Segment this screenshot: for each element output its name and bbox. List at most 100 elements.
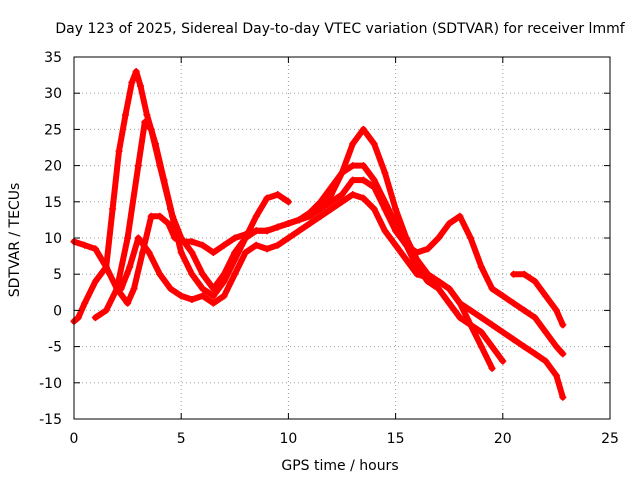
data-point bbox=[295, 216, 303, 224]
y-tick-label: -15 bbox=[39, 412, 62, 428]
data-point bbox=[317, 212, 325, 220]
data-point bbox=[477, 328, 485, 336]
data-point bbox=[392, 241, 400, 249]
data-point bbox=[91, 314, 99, 322]
data-point bbox=[370, 183, 378, 191]
data-point bbox=[520, 306, 528, 314]
y-tick-label: 15 bbox=[44, 195, 62, 211]
series-series-3 bbox=[91, 118, 567, 358]
data-point bbox=[559, 350, 567, 358]
y-tick-label: -10 bbox=[39, 376, 62, 392]
data-point bbox=[499, 357, 507, 365]
data-point bbox=[130, 285, 138, 293]
data-point bbox=[413, 256, 421, 264]
series-trace bbox=[71, 68, 566, 401]
data-point bbox=[552, 372, 560, 380]
data-point bbox=[91, 245, 99, 253]
data-point bbox=[188, 248, 196, 256]
data-point bbox=[552, 343, 560, 351]
data-point bbox=[488, 343, 496, 351]
data-point bbox=[220, 241, 228, 249]
data-point bbox=[434, 277, 442, 285]
data-point bbox=[147, 125, 155, 133]
data-point bbox=[143, 111, 151, 119]
data-point bbox=[81, 299, 89, 307]
data-point bbox=[424, 245, 432, 253]
data-point bbox=[445, 299, 453, 307]
data-point bbox=[102, 306, 110, 314]
data-point bbox=[381, 205, 389, 213]
gridlines bbox=[74, 57, 610, 419]
data-point bbox=[370, 140, 378, 148]
y-tick-label: 10 bbox=[44, 231, 62, 247]
data-point bbox=[338, 198, 346, 206]
data-point bbox=[306, 212, 314, 220]
data-point bbox=[164, 220, 172, 228]
data-point bbox=[445, 220, 453, 228]
x-tick-label: 0 bbox=[70, 431, 79, 447]
x-tick-label: 5 bbox=[177, 431, 186, 447]
data-point bbox=[392, 205, 400, 213]
y-axis-label: SDTVAR / TECUs bbox=[7, 183, 23, 298]
data-point bbox=[220, 292, 228, 300]
data-point bbox=[559, 393, 567, 401]
data-point bbox=[156, 212, 164, 220]
y-tick-label: 5 bbox=[53, 267, 62, 283]
data-point bbox=[370, 176, 378, 184]
data-point bbox=[252, 241, 260, 249]
data-point bbox=[74, 314, 82, 322]
data-point bbox=[542, 292, 550, 300]
data-point bbox=[456, 212, 464, 220]
x-tick-label: 20 bbox=[494, 431, 512, 447]
data-point bbox=[520, 270, 528, 278]
data-point bbox=[424, 274, 432, 282]
data-point bbox=[402, 256, 410, 264]
series-trace bbox=[317, 177, 566, 357]
data-point bbox=[381, 169, 389, 177]
data-point bbox=[284, 234, 292, 242]
data-point bbox=[274, 241, 282, 249]
data-point bbox=[231, 234, 239, 242]
data-point bbox=[231, 256, 239, 264]
data-point bbox=[126, 263, 134, 271]
data-point bbox=[531, 314, 539, 322]
data-point bbox=[531, 277, 539, 285]
data-point bbox=[177, 292, 185, 300]
data-point bbox=[327, 205, 335, 213]
data-point bbox=[349, 191, 357, 199]
data-point bbox=[542, 328, 550, 336]
data-point bbox=[542, 357, 550, 365]
data-point bbox=[121, 111, 129, 119]
data-point bbox=[456, 314, 464, 322]
data-point bbox=[124, 299, 132, 307]
data-point bbox=[156, 162, 164, 170]
data-point bbox=[317, 205, 325, 213]
data-point bbox=[520, 343, 528, 351]
data-point bbox=[128, 78, 136, 86]
data-point bbox=[242, 248, 250, 256]
data-point bbox=[338, 169, 346, 177]
data-point bbox=[209, 248, 217, 256]
data-point bbox=[413, 248, 421, 256]
data-point bbox=[488, 364, 496, 372]
data-point bbox=[456, 299, 464, 307]
data-point bbox=[145, 248, 153, 256]
y-tick-label: 25 bbox=[44, 122, 62, 138]
data-point bbox=[156, 270, 164, 278]
data-point bbox=[559, 321, 567, 329]
data-point bbox=[510, 299, 518, 307]
data-point bbox=[263, 194, 271, 202]
data-point bbox=[381, 227, 389, 235]
data-point bbox=[370, 205, 378, 213]
data-point bbox=[242, 234, 250, 242]
data-point bbox=[531, 350, 539, 358]
data-point bbox=[349, 140, 357, 148]
data-point bbox=[477, 314, 485, 322]
data-point bbox=[199, 285, 207, 293]
series-trace bbox=[71, 162, 506, 365]
data-point bbox=[141, 118, 149, 126]
data-point bbox=[136, 82, 144, 90]
data-point bbox=[284, 220, 292, 228]
data-point bbox=[349, 176, 357, 184]
